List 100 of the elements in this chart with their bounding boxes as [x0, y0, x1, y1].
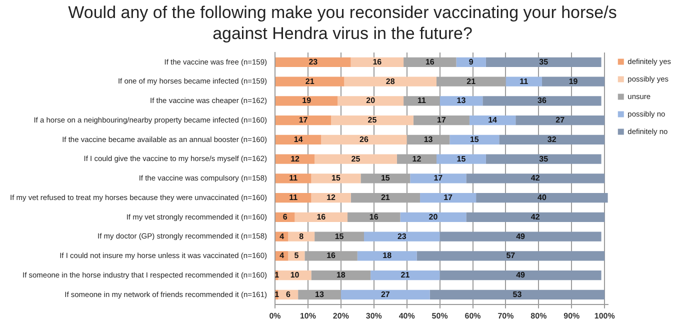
x-tick-label: 30% — [366, 311, 382, 320]
data-label: 15 — [334, 232, 344, 241]
bar — [440, 96, 483, 106]
bar — [410, 174, 466, 184]
data-label: 6 — [286, 290, 291, 299]
bar — [364, 232, 440, 242]
data-label: 15 — [380, 174, 390, 183]
bar — [450, 134, 500, 144]
data-label: 42 — [530, 174, 540, 183]
bar — [340, 290, 430, 300]
bar — [420, 193, 476, 203]
data-label: 40 — [538, 193, 547, 202]
x-tick-label: 100% — [594, 311, 615, 320]
x-tick-label: 90% — [564, 311, 580, 320]
x-tick-label: 50% — [432, 311, 448, 320]
bar — [516, 116, 605, 126]
data-label: 1 — [274, 270, 280, 280]
bar — [482, 96, 602, 106]
data-label: 15 — [332, 174, 341, 183]
bar — [276, 154, 315, 164]
data-label: 11 — [417, 96, 426, 106]
data-label: 4 — [280, 251, 285, 260]
data-label: 12 — [326, 193, 336, 202]
data-label: 17 — [298, 116, 308, 125]
data-label: 21 — [400, 270, 410, 280]
data-label: 20 — [366, 96, 376, 106]
data-label: 32 — [547, 134, 557, 144]
chart-title: Would any of the following make you reconsider vaccinating your horse/s against Hendra virus in the future? — [67, 2, 618, 44]
bar — [499, 134, 605, 144]
bar — [350, 57, 404, 67]
bar — [276, 76, 344, 86]
data-label: 18 — [382, 251, 392, 260]
bar — [294, 212, 348, 222]
bar — [357, 251, 417, 261]
bar — [466, 174, 605, 184]
data-label: 10 — [290, 270, 300, 280]
data-label: 16 — [369, 212, 379, 222]
bar — [416, 251, 605, 261]
bar — [456, 57, 486, 67]
data-label: 49 — [516, 270, 526, 280]
bar — [276, 116, 332, 126]
data-label: 8 — [299, 232, 304, 241]
data-label: 12 — [412, 154, 422, 164]
data-label: 25 — [368, 116, 378, 125]
data-label: 23 — [397, 232, 407, 241]
data-label: 36 — [538, 96, 547, 106]
bar — [400, 212, 466, 222]
bar — [276, 96, 338, 106]
data-label: 4 — [280, 232, 285, 241]
x-tick-label: 10% — [300, 311, 316, 320]
data-label: 42 — [530, 212, 540, 222]
data-label: 19 — [302, 96, 312, 106]
data-label: 49 — [516, 232, 526, 241]
data-label: 1 — [274, 290, 280, 299]
data-label: 20 — [428, 212, 438, 222]
bar — [311, 193, 351, 203]
data-label: 21 — [305, 76, 315, 86]
bar — [276, 174, 312, 184]
bar — [311, 174, 361, 184]
bar — [288, 232, 315, 242]
data-label: 53 — [512, 290, 522, 299]
data-label: 21 — [380, 193, 390, 202]
x-tick-label: 40% — [398, 311, 415, 320]
bar — [276, 57, 351, 67]
data-label: 15 — [470, 134, 480, 144]
bar — [436, 154, 486, 164]
data-label: 11 — [520, 76, 529, 86]
data-label: 26 — [360, 134, 369, 144]
bar — [321, 134, 407, 144]
data-label: 11 — [289, 193, 298, 202]
x-tick-label: 20% — [332, 311, 349, 320]
data-label: 25 — [351, 154, 361, 164]
bar — [344, 76, 437, 86]
data-label: 16 — [316, 212, 326, 222]
bar — [370, 270, 440, 280]
bar — [542, 76, 605, 86]
x-tick-label: 0% — [269, 311, 281, 320]
data-label: 17 — [444, 193, 454, 202]
data-label: 16 — [372, 57, 382, 66]
x-tick-label: 60% — [464, 311, 481, 320]
bar — [466, 212, 605, 222]
data-label: 16 — [425, 57, 435, 66]
data-label: 18 — [336, 270, 346, 280]
data-label: 15 — [456, 154, 466, 164]
bar — [331, 116, 414, 126]
bar — [486, 154, 602, 164]
data-label: 23 — [308, 57, 318, 66]
data-label: 13 — [315, 290, 324, 299]
bar — [506, 76, 542, 86]
data-label: 9 — [468, 57, 474, 66]
bar — [276, 193, 312, 203]
bar — [440, 270, 602, 280]
bar — [469, 116, 516, 126]
data-label: 17 — [436, 116, 446, 125]
data-label: 16 — [326, 251, 336, 260]
data-label: 13 — [456, 96, 466, 106]
data-label: 14 — [294, 134, 304, 144]
data-label: 19 — [568, 76, 578, 86]
data-label: 11 — [289, 174, 298, 183]
data-label: 12 — [290, 154, 300, 164]
